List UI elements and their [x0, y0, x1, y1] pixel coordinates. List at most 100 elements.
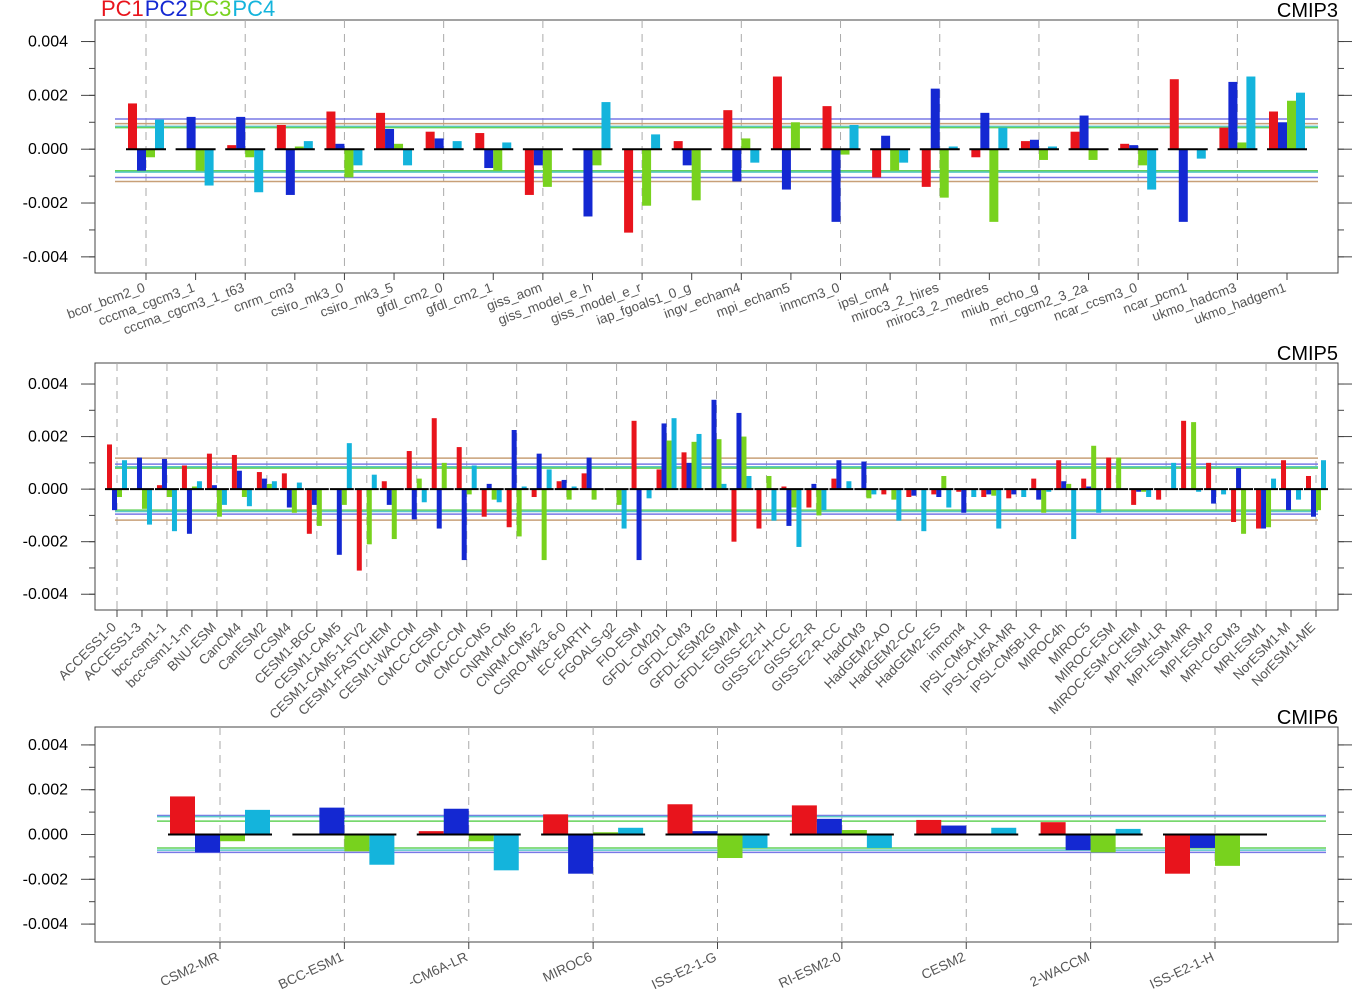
bar-pc1	[326, 111, 336, 150]
bar-pc2	[336, 489, 342, 555]
bar-pc2	[1261, 489, 1267, 529]
bar-pc3	[741, 436, 747, 490]
y-tick-label: -0.004	[23, 586, 68, 603]
bar-pc3	[741, 138, 751, 150]
bar-pc2	[195, 834, 220, 853]
bar-pc2	[781, 149, 791, 190]
x-tick-label: MIROC6	[540, 949, 594, 985]
bar-pc1	[881, 489, 887, 495]
bar-pc2	[311, 489, 317, 505]
bar-pc1	[1281, 460, 1287, 490]
bar-pc3	[891, 489, 897, 500]
bar-pc3	[1316, 489, 1321, 511]
bar-pc4	[502, 142, 512, 150]
bar-pc3	[816, 489, 822, 516]
bar-pc3	[146, 149, 155, 158]
bar-pc4	[601, 102, 611, 150]
x-tick-label: BCC-ESM1	[276, 949, 346, 992]
bar-pc2	[461, 489, 467, 561]
x-tick-label: CESM2	[919, 949, 967, 982]
bar-pc3	[840, 149, 850, 155]
bar-pc3	[717, 834, 743, 859]
bar-pc1	[543, 814, 569, 835]
bar-pc1	[376, 112, 386, 150]
bar-pc2	[533, 149, 543, 166]
bar-pc1	[1206, 462, 1212, 490]
bar-pc2	[1190, 834, 1215, 848]
legend-pc1: PC1	[101, 0, 144, 21]
bar-pc3	[141, 489, 147, 509]
bar-pc1	[227, 145, 237, 150]
bar-pc1	[631, 420, 637, 490]
bar-pc2	[136, 457, 142, 490]
bar-pc4	[1047, 146, 1057, 150]
bar-pc4	[646, 489, 652, 499]
bar-pc1	[556, 481, 562, 490]
bar-pc2	[861, 461, 867, 490]
bar-pc1	[1219, 127, 1229, 150]
bar-pc3	[294, 146, 304, 150]
bar-pc1	[406, 451, 412, 490]
bar-pc4	[696, 433, 702, 490]
bar-pc1	[1020, 141, 1030, 150]
bar-pc2	[1136, 489, 1142, 492]
plot-frame	[94, 19, 1339, 274]
bar-pc3	[790, 122, 800, 150]
bar-pc1	[306, 489, 312, 534]
bar-pc4	[271, 481, 277, 490]
bar-pc4	[493, 834, 519, 871]
bar-pc3	[241, 489, 247, 498]
bar-pc1	[107, 444, 112, 490]
bar-pc1	[356, 489, 362, 571]
bar-pc3	[195, 149, 205, 171]
bar-pc3	[466, 489, 472, 495]
bar-pc2	[583, 149, 593, 217]
bar-pc1	[822, 106, 832, 150]
bar-pc2	[386, 489, 392, 505]
bar-pc2	[385, 129, 395, 150]
bar-pc2	[711, 399, 717, 490]
bar-pc3	[366, 489, 372, 545]
bar-pc2	[186, 116, 196, 150]
bar-pc1	[531, 489, 537, 498]
x-tick-label: 2-WACCM	[1028, 949, 1092, 990]
bar-pc1	[1156, 489, 1162, 500]
y-tick-label: -0.002	[23, 534, 68, 551]
bar-pc3	[1138, 149, 1148, 166]
bar-pc4	[750, 149, 760, 163]
bar-pc4	[1321, 460, 1326, 490]
bar-pc2	[1029, 139, 1039, 150]
bar-pc2	[161, 458, 167, 490]
bar-pc2	[1129, 145, 1139, 150]
y-tick-label: -0.002	[23, 871, 68, 888]
bar-pc3	[1088, 149, 1098, 160]
bar-pc1	[181, 465, 187, 490]
bar-pc1	[431, 418, 437, 490]
bar-pc1	[1131, 489, 1137, 505]
bar-pc4	[921, 489, 927, 532]
bar-pc2	[1278, 122, 1287, 150]
bar-pc2	[1286, 489, 1292, 511]
bar-pc2	[335, 143, 345, 150]
bar-pc1	[723, 110, 733, 150]
bar-pc3	[516, 489, 522, 537]
bar-pc1	[506, 489, 512, 528]
bar-pc4	[146, 489, 152, 525]
bar-pc1	[256, 472, 262, 490]
bar-pc4	[521, 486, 527, 490]
bar-pc1	[1181, 420, 1187, 490]
y-tick-label: 0.004	[28, 737, 68, 754]
bar-pc1	[128, 103, 137, 150]
bar-pc2	[692, 831, 718, 835]
bar-pc4	[196, 481, 202, 490]
bar-pc1	[921, 149, 931, 187]
bar-pc1	[170, 796, 195, 835]
bar-pc4	[546, 469, 552, 490]
bar-pc4	[204, 149, 214, 186]
chart-title: CMIP5	[1277, 343, 1338, 365]
bar-pc3	[166, 489, 172, 498]
chart-title: CMIP6	[1277, 707, 1338, 729]
bar-pc4	[651, 134, 661, 150]
bar-pc2	[536, 453, 542, 490]
